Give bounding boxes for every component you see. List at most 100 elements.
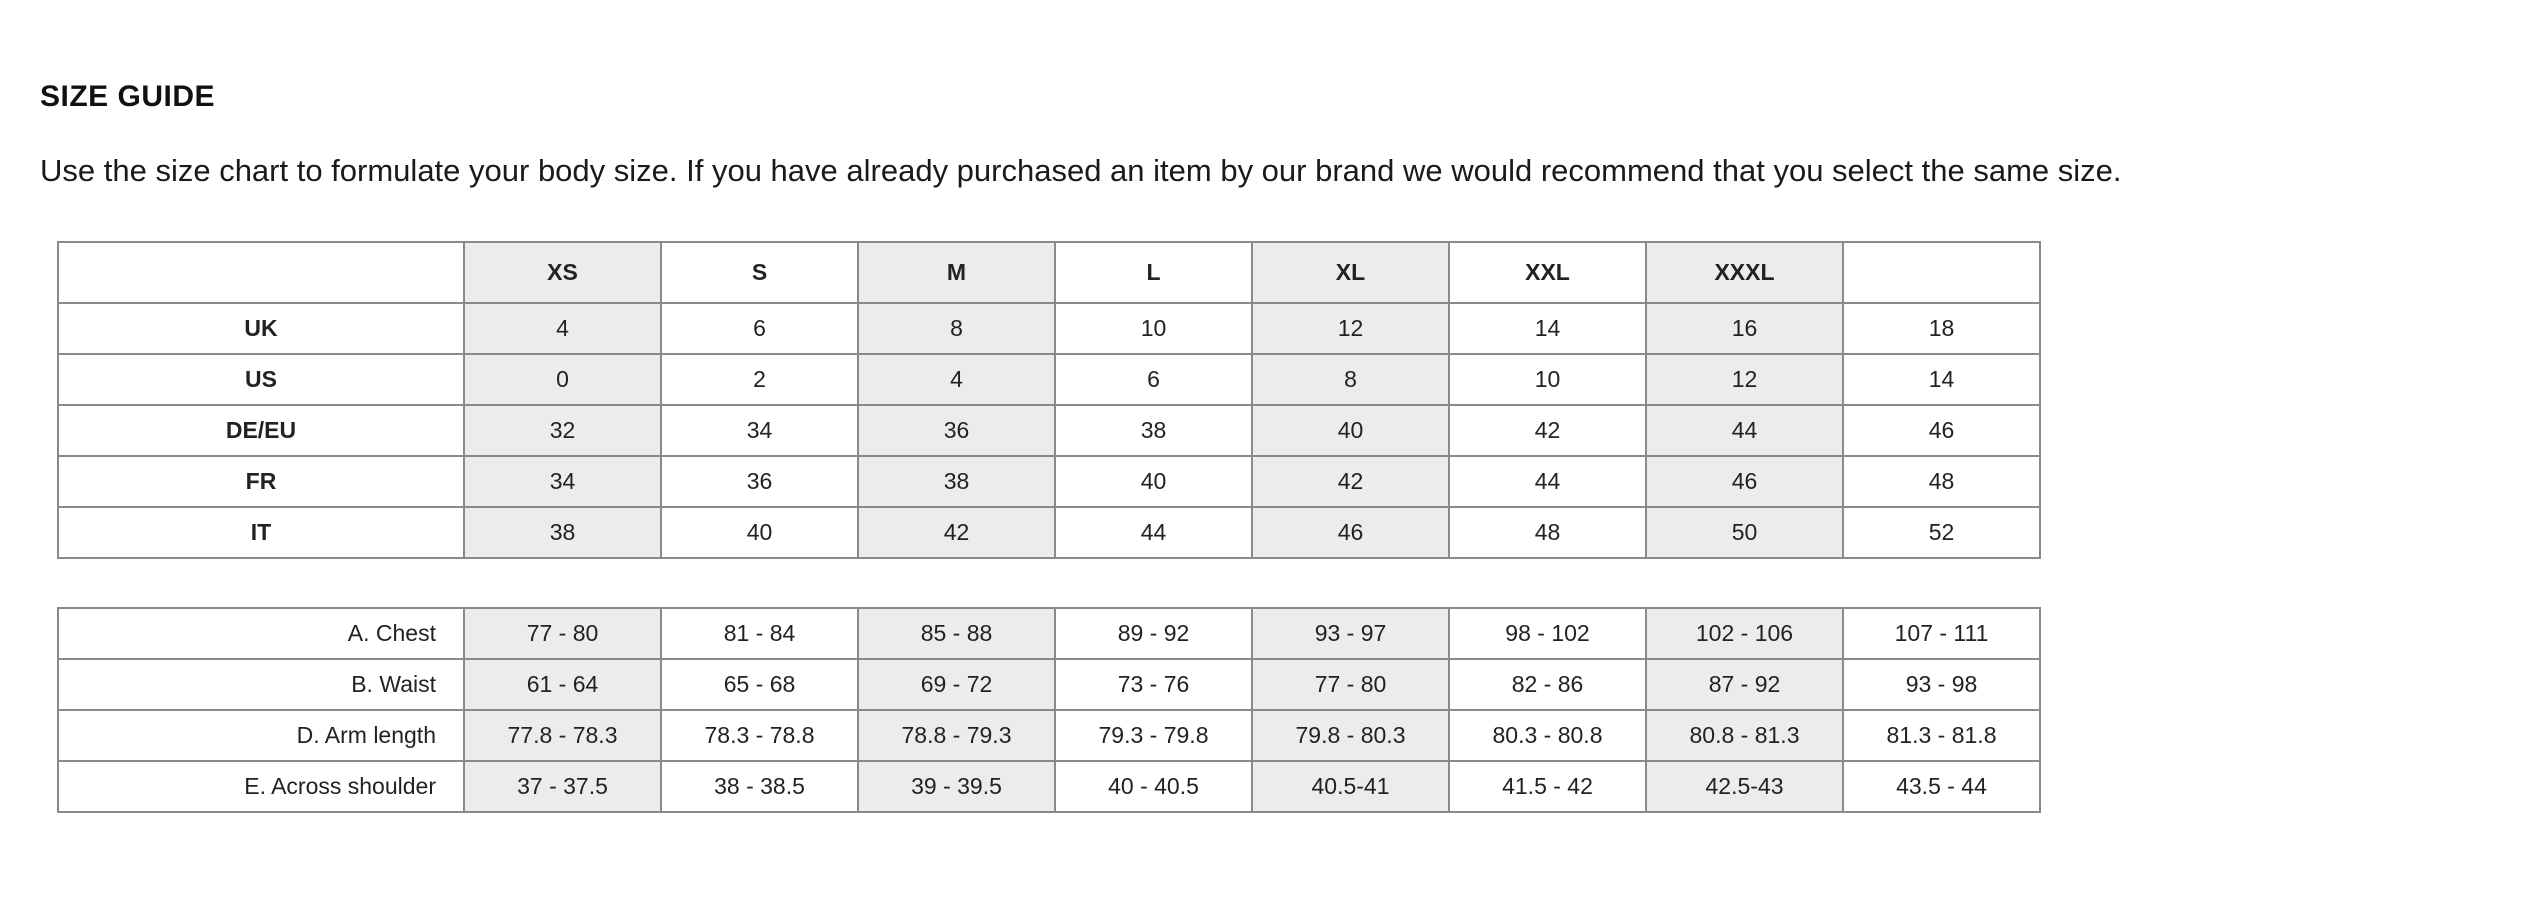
table-row: UK 4 6 8 10 12 14 16 18 — [57, 302, 2041, 355]
table-row: IT 38 40 42 44 46 48 50 52 — [57, 506, 2041, 559]
size-cell: 10 — [1054, 302, 1253, 355]
row-label: FR — [57, 455, 465, 508]
column-header: L — [1054, 241, 1253, 304]
size-cell: 16 — [1645, 302, 1844, 355]
size-cell: 42 — [857, 506, 1056, 559]
measurement-cell: 40.5-41 — [1251, 760, 1450, 813]
size-cell: 0 — [463, 353, 662, 406]
measurement-cell: 107 - 111 — [1842, 607, 2041, 660]
size-cell: 44 — [1448, 455, 1647, 508]
measurement-cell: 38 - 38.5 — [660, 760, 859, 813]
size-cell: 14 — [1448, 302, 1647, 355]
measurement-cell: 78.3 - 78.8 — [660, 709, 859, 762]
size-cell: 8 — [1251, 353, 1450, 406]
measurement-cell: 80.3 - 80.8 — [1448, 709, 1647, 762]
size-cell: 40 — [1054, 455, 1253, 508]
measurement-cell: 42.5-43 — [1645, 760, 1844, 813]
row-label: IT — [57, 506, 465, 559]
measurement-cell: 73 - 76 — [1054, 658, 1253, 711]
header-row: XS S M L XL XXL XXXL — [57, 241, 2041, 304]
size-cell: 38 — [857, 455, 1056, 508]
measurement-cell: 82 - 86 — [1448, 658, 1647, 711]
size-cell: 2 — [660, 353, 859, 406]
size-cell: 46 — [1645, 455, 1844, 508]
measurement-cell: 98 - 102 — [1448, 607, 1647, 660]
size-cell: 40 — [660, 506, 859, 559]
size-cell: 8 — [857, 302, 1056, 355]
measurement-cell: 37 - 37.5 — [463, 760, 662, 813]
size-cell: 50 — [1645, 506, 1844, 559]
size-cell: 4 — [463, 302, 662, 355]
measurement-cell: 80.8 - 81.3 — [1645, 709, 1844, 762]
size-cell: 6 — [1054, 353, 1253, 406]
measurement-cell: 85 - 88 — [857, 607, 1056, 660]
row-label: UK — [57, 302, 465, 355]
size-cell: 18 — [1842, 302, 2041, 355]
body-measurement-table: A. Chest 77 - 80 81 - 84 85 - 88 89 - 92 93 -… — [57, 607, 2041, 813]
column-header — [1842, 241, 2041, 304]
intro-text: Use the size chart to formulate your bod… — [40, 153, 2122, 188]
row-label: A. Chest — [57, 607, 465, 660]
column-header: XXL — [1448, 241, 1647, 304]
table-row: US 0 2 4 6 8 10 12 14 — [57, 353, 2041, 406]
size-cell: 12 — [1645, 353, 1844, 406]
measurement-cell: 79.8 - 80.3 — [1251, 709, 1450, 762]
measurement-cell: 77 - 80 — [463, 607, 662, 660]
size-cell: 34 — [463, 455, 662, 508]
measurement-cell: 61 - 64 — [463, 658, 662, 711]
measurement-cell: 40 - 40.5 — [1054, 760, 1253, 813]
measurement-cell: 89 - 92 — [1054, 607, 1253, 660]
table-row: A. Chest 77 - 80 81 - 84 85 - 88 89 - 92 93 -… — [57, 607, 2041, 660]
measurement-cell: 69 - 72 — [857, 658, 1056, 711]
size-cell: 44 — [1054, 506, 1253, 559]
size-cell: 36 — [857, 404, 1056, 457]
row-label: D. Arm length — [57, 709, 465, 762]
size-cell: 34 — [660, 404, 859, 457]
table-row: E. Across shoulder 37 - 37.5 38 - 38.5 39 -… — [57, 760, 2041, 813]
column-header: S — [660, 241, 859, 304]
measurement-cell: 43.5 - 44 — [1842, 760, 2041, 813]
column-header: XL — [1251, 241, 1450, 304]
measurement-cell: 93 - 97 — [1251, 607, 1450, 660]
size-cell: 36 — [660, 455, 859, 508]
size-cell: 32 — [463, 404, 662, 457]
size-conversion-table: XS S M L XL XXL XXXL UK 4 6 8 10 12 14 16 18 US 0 2 4 6 8 10 12… — [57, 241, 2041, 559]
size-cell: 46 — [1251, 506, 1450, 559]
column-header: M — [857, 241, 1056, 304]
size-cell: 38 — [463, 506, 662, 559]
size-cell: 6 — [660, 302, 859, 355]
row-label: DE/EU — [57, 404, 465, 457]
table-row: B. Waist 61 - 64 65 - 68 69 - 72 73 - 76 77 -… — [57, 658, 2041, 711]
size-cell: 48 — [1842, 455, 2041, 508]
size-cell: 12 — [1251, 302, 1450, 355]
measurement-cell: 93 - 98 — [1842, 658, 2041, 711]
size-cell: 48 — [1448, 506, 1647, 559]
size-cell: 52 — [1842, 506, 2041, 559]
size-cell: 38 — [1054, 404, 1253, 457]
row-label: B. Waist — [57, 658, 465, 711]
column-header: XXXL — [1645, 241, 1844, 304]
size-cell: 42 — [1448, 404, 1647, 457]
measurement-cell: 78.8 - 79.3 — [857, 709, 1056, 762]
measurement-cell: 77.8 - 78.3 — [463, 709, 662, 762]
measurement-cell: 41.5 - 42 — [1448, 760, 1647, 813]
page-title: SIZE GUIDE — [40, 80, 216, 113]
size-cell: 44 — [1645, 404, 1844, 457]
measurement-cell: 102 - 106 — [1645, 607, 1844, 660]
size-cell: 14 — [1842, 353, 2041, 406]
size-cell: 40 — [1251, 404, 1450, 457]
row-label: US — [57, 353, 465, 406]
column-header — [57, 241, 465, 304]
table-row: DE/EU 32 34 36 38 40 42 44 46 — [57, 404, 2041, 457]
size-cell: 10 — [1448, 353, 1647, 406]
measurement-cell: 65 - 68 — [660, 658, 859, 711]
measurement-cell: 81.3 - 81.8 — [1842, 709, 2041, 762]
size-cell: 42 — [1251, 455, 1450, 508]
size-cell: 4 — [857, 353, 1056, 406]
row-label: E. Across shoulder — [57, 760, 465, 813]
table-row: D. Arm length 77.8 - 78.3 78.3 - 78.8 78.8 … — [57, 709, 2041, 762]
column-header: XS — [463, 241, 662, 304]
measurement-cell: 81 - 84 — [660, 607, 859, 660]
measurement-cell: 77 - 80 — [1251, 658, 1450, 711]
measurement-cell: 87 - 92 — [1645, 658, 1844, 711]
